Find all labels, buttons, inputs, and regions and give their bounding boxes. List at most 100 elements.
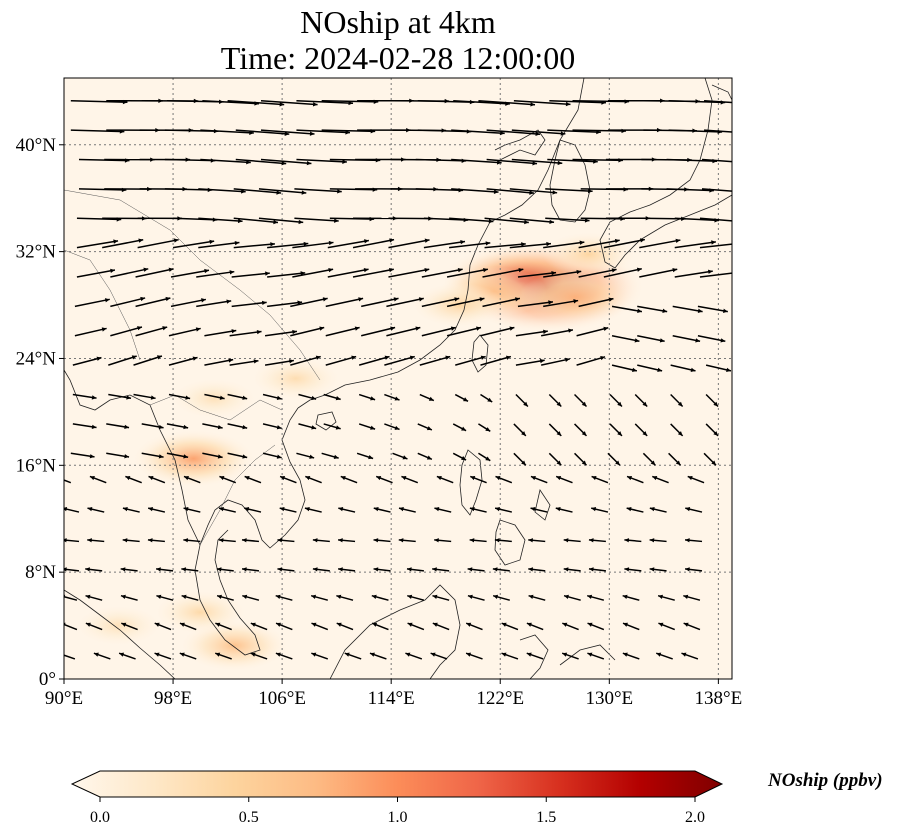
wind-arrow-shaft [137,238,179,249]
wind-arrow-head [485,241,491,246]
wind-arrow-shaft [509,188,558,194]
wind-arrow-head [373,538,379,543]
wind-arrow-shaft [423,217,469,221]
wind-arrow-head [432,567,437,572]
wind-arrow-shaft [386,297,424,308]
wind-arrow-shaft [290,297,328,308]
wind-arrow-head [509,326,515,331]
wind-arrow-head [110,268,115,273]
wind-arrow-head [587,622,593,627]
wind-arrow-head [158,424,164,430]
wind-arrow-head [147,538,153,543]
wind-arrow-head [588,567,594,572]
wind-arrow-head [494,538,500,543]
wind-arrow-head [154,622,160,627]
wind-arrow-head [119,652,125,657]
wind-arrow-shaft [668,129,723,133]
wind-arrow-shaft [260,99,318,106]
wind-arrow-head [600,355,606,361]
wind-arrow-head [276,425,282,430]
wind-arrow-head [231,329,237,334]
wind-arrow-head [560,131,566,136]
wind-arrow-head [556,476,562,481]
wind-arrow-head [242,395,248,400]
wind-arrow-head [480,355,486,360]
wind-arrow-head [493,189,499,195]
wind-arrow-head [563,538,569,543]
wind-arrow-head [467,567,473,572]
wind-arrow-head [256,329,262,335]
wind-arrow-shaft [388,239,430,249]
wind-arrow-head [125,476,131,481]
wind-arrow-shaft [446,326,482,337]
wind-arrow-head [603,326,609,331]
wind-arrow-head [565,101,571,107]
wind-arrow-head [87,538,92,543]
wind-arrow-shaft [170,298,207,308]
map-title-line1: NOship at 4km [300,4,496,40]
wind-arrow-head [588,538,594,543]
wind-arrow-head [311,425,317,430]
wind-arrow-head [217,594,222,599]
wind-arrow-shaft [202,99,260,105]
wind-arrow-shaft [64,623,78,631]
wind-arrow-head [445,355,451,360]
wind-arrow-shaft [233,188,282,194]
wind-arrow-head [681,652,687,657]
wind-arrow-shaft [513,99,571,106]
wind-arrow-head [312,538,318,543]
wind-arrow-shaft [267,301,303,308]
wind-arrow-head [636,267,642,272]
wind-arrow-shaft [515,330,548,337]
wind-arrow-shaft [78,188,127,191]
wind-arrow-head [556,431,562,436]
wind-arrow-shaft [480,326,515,337]
wind-arrow-shaft [235,158,287,165]
wind-arrow-head [406,567,412,572]
wind-arrow-head [270,242,275,247]
wind-arrow-shaft [446,297,485,308]
wind-arrow-head [530,507,536,512]
wind-arrow-shaft [296,99,354,104]
wind-arrow-head [173,238,179,243]
wind-arrow-head [122,507,128,512]
wind-arrow-head [662,308,668,313]
wind-arrow-shaft [231,301,267,308]
wind-arrow-head [530,102,536,107]
wind-arrow-shaft [361,326,396,337]
colorbar-tick-label: 1.5 [536,809,556,826]
wind-arrow-head [576,269,582,275]
wind-arrow-shaft [325,326,360,337]
colorbar-label: NOship (ppbv) [768,770,883,791]
wind-arrow-head [677,401,683,407]
wind-arrow-shaft [200,158,251,164]
wind-arrow-head [402,455,408,460]
lon-tick-label: 106°E [258,688,306,709]
wind-arrow-shaft [76,240,119,249]
wind-arrow-shaft [482,268,524,278]
wind-arrow-head [124,454,130,459]
wind-arrow-head [394,396,400,401]
wind-arrow-head [549,219,555,225]
wind-arrow-head [476,326,481,331]
wind-arrow-head [376,476,382,481]
lat-tick-label: 24°N [16,348,57,369]
wind-arrow-head [298,219,304,225]
wind-arrow-head [501,622,507,627]
wind-arrow-shaft [668,99,726,104]
wind-arrow-shaft [296,158,347,163]
wind-arrow-shaft [611,335,640,342]
lon-tick-label: 98°E [154,688,192,709]
wind-arrow-shaft [386,326,421,337]
map-frame [63,77,733,680]
wind-arrow-head [351,355,357,360]
wind-arrow-head [373,567,379,572]
concentration-hotspot [252,358,339,399]
wind-arrow-head [58,653,63,657]
wind-arrow-shaft [64,595,78,601]
wind-arrow-head [306,160,312,166]
wind-arrow-shaft [451,188,499,193]
wind-arrow-shaft [415,188,464,192]
wind-arrow-shaft [486,188,535,194]
concentration-hotspot [172,379,256,418]
